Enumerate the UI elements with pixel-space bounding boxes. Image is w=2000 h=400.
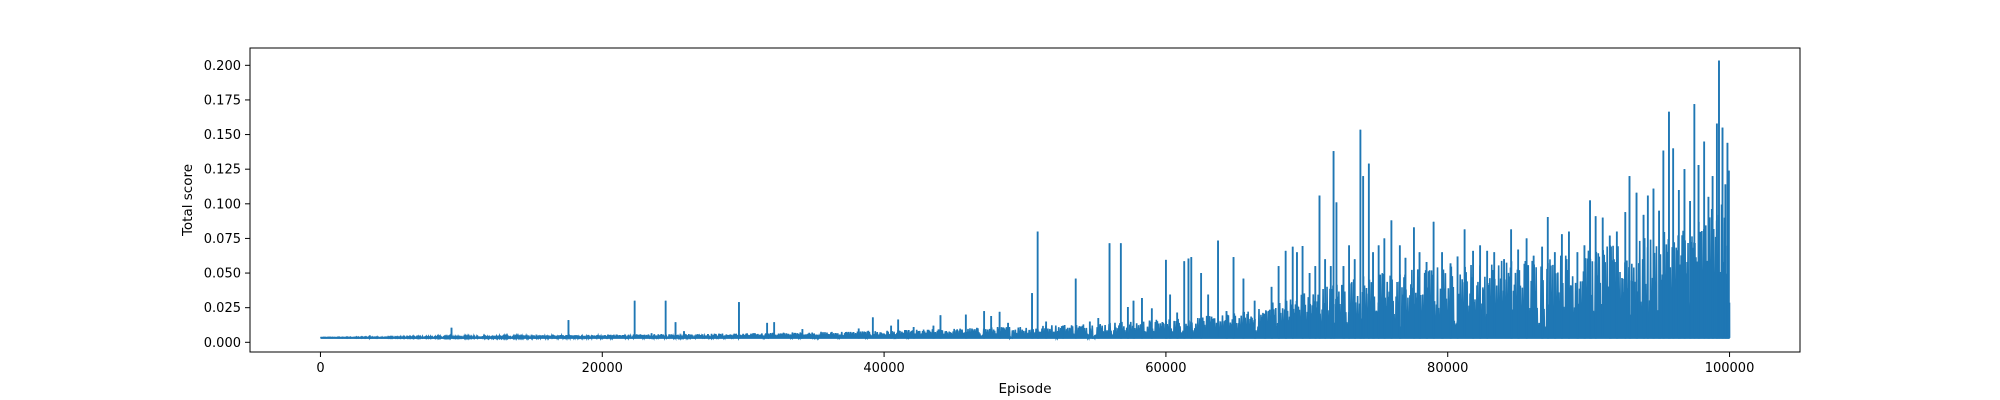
plot-frame: [249, 47, 1801, 353]
series-total-score: [320, 60, 1731, 342]
y-tick-label: 0.000: [204, 336, 241, 351]
y-tick-label: 0.125: [204, 163, 241, 178]
y-tick-label: 0.150: [204, 128, 241, 143]
y-tick-label: 0.175: [204, 93, 241, 108]
y-tick-label: 0.025: [204, 301, 241, 316]
x-axis: 0 20000 40000 60000 80000 100000: [316, 352, 1754, 376]
y-tick-label: 0.050: [204, 267, 241, 282]
y-tick-label: 0.100: [204, 197, 241, 212]
x-tick-label: 40000: [863, 361, 904, 376]
x-tick-label: 100000: [1705, 361, 1755, 376]
x-tick-label: 60000: [1145, 361, 1186, 376]
x-axis-label: Episode: [998, 381, 1051, 397]
y-axis: 0.000 0.025 0.050 0.075 0.100 0.125 0.150 0.175…: [204, 59, 250, 351]
x-tick-label: 20000: [582, 361, 623, 376]
x-tick-label: 0: [316, 361, 324, 376]
y-tick-label: 0.075: [204, 232, 241, 247]
y-tick-label: 0.200: [204, 59, 241, 74]
y-axis-label: Total score: [180, 164, 196, 237]
x-tick-label: 80000: [1427, 361, 1468, 376]
